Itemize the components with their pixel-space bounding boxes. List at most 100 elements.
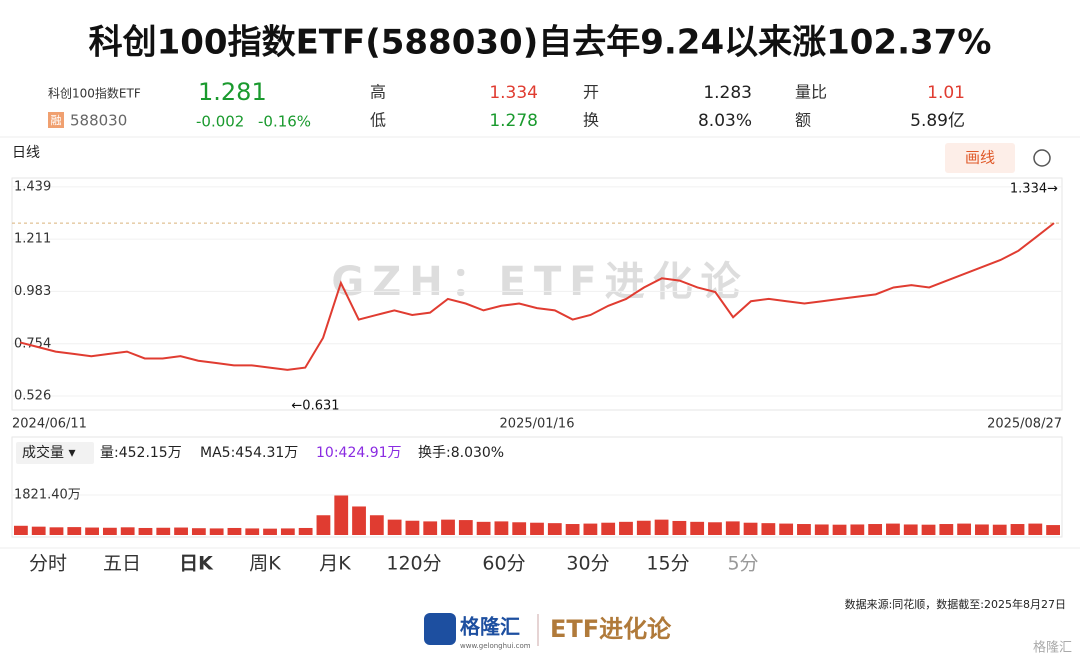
y-tick-label: 0.983 — [14, 284, 51, 299]
volume-bar — [263, 528, 277, 535]
field-value: 1.334 — [489, 83, 538, 103]
volume-bar — [352, 506, 366, 535]
volume-bar — [387, 519, 402, 535]
volume-bar — [850, 524, 865, 535]
volume-bar — [334, 495, 349, 535]
volume-bar — [1010, 524, 1025, 535]
volume-bar — [423, 521, 438, 535]
volume-bar — [583, 523, 598, 535]
volume-bar — [245, 528, 260, 535]
field-value: 1.278 — [489, 111, 538, 131]
volume-bar — [14, 525, 28, 535]
field-value: 5.89亿 — [910, 111, 965, 131]
volume-bar — [690, 521, 705, 535]
change: -0.002 — [196, 113, 244, 131]
period: 日线 — [12, 145, 40, 161]
volume-bar — [832, 524, 847, 535]
volume-bar — [886, 523, 900, 535]
tab[interactable]: 30分 — [566, 553, 609, 575]
volume-bar — [992, 524, 1007, 535]
volume-bar — [405, 520, 420, 535]
change-pct: -0.16% — [258, 113, 311, 131]
volume-frame — [11, 436, 1063, 538]
volume-bar — [209, 528, 224, 535]
volume-bar — [298, 527, 313, 535]
field-label: 高 — [370, 83, 386, 102]
volume-bar — [191, 528, 206, 535]
code: 588030 — [70, 112, 127, 130]
corner-mark: 格隆汇 — [1033, 640, 1072, 656]
field-label: 量比 — [795, 83, 827, 102]
logo: 格隆汇 — [460, 615, 520, 639]
tab[interactable]: 日K — [179, 553, 214, 575]
volume-bar — [102, 527, 117, 535]
x-tick-label: 2025/08/27 — [987, 417, 1062, 432]
plot-frame — [11, 177, 1063, 411]
settings-icon[interactable] — [1033, 149, 1051, 167]
volume-bar — [565, 524, 580, 535]
volume-bar — [903, 524, 918, 535]
y-tick-label: 0.526 — [14, 389, 51, 404]
tab[interactable]: 60分 — [482, 553, 525, 575]
volume-bar — [1046, 525, 1060, 535]
tab[interactable]: 分时 — [29, 553, 67, 575]
volume-legend[interactable]: 成交量 ▾ — [22, 444, 75, 461]
draw-button-label[interactable]: 画线 — [965, 149, 995, 167]
volume-bar — [708, 522, 722, 535]
volume-bar — [636, 520, 651, 535]
volume-bar — [530, 522, 544, 535]
volume-bar — [547, 523, 562, 535]
volume-selector[interactable] — [16, 442, 94, 464]
tab[interactable]: 120分 — [386, 553, 441, 575]
volume-bar — [49, 527, 64, 535]
draw-button[interactable] — [945, 143, 1015, 173]
volume-bar — [939, 524, 954, 535]
volume-bar — [957, 523, 972, 535]
volume-legend: 10:424.91万 — [316, 445, 402, 461]
volume-bar — [868, 524, 883, 535]
volume-bar — [619, 521, 633, 535]
volume-bar — [672, 520, 687, 535]
field-label: 额 — [795, 111, 811, 130]
volume-bar — [280, 528, 295, 535]
volume-legend: MA5:454.31万 — [200, 445, 298, 461]
price-line — [19, 222, 1055, 371]
brand: ETF进化论 — [550, 615, 672, 643]
field-value: 8.03% — [698, 111, 752, 131]
volume-bar — [174, 527, 188, 535]
tab[interactable]: 15分 — [646, 553, 689, 575]
etf-name: 科创100指数ETF — [48, 86, 141, 101]
volume-bar — [67, 527, 82, 535]
volume-bar — [138, 527, 153, 535]
volume-bar — [85, 527, 99, 535]
volume-bar — [494, 521, 509, 535]
price: 1.281 — [198, 78, 267, 106]
volume-legend: 量:452.15万 — [100, 445, 182, 461]
volume-bar — [441, 519, 455, 535]
volume-legend: 换手:8.030% — [418, 444, 504, 461]
tab[interactable]: 5分 — [727, 553, 758, 575]
tab[interactable]: 周K — [249, 553, 281, 575]
x-tick-label: 2025/01/16 — [500, 417, 575, 432]
field-label: 低 — [370, 111, 386, 130]
field-label: 开 — [583, 83, 599, 102]
annotation: 1.334→ — [1010, 182, 1058, 197]
volume-bar — [975, 524, 989, 535]
site: www.gelonghui.com — [460, 642, 531, 650]
volume-bar — [725, 521, 740, 535]
volume-bar — [797, 524, 811, 535]
logo-icon — [424, 613, 456, 645]
volume-bar — [369, 515, 384, 535]
tab[interactable]: 五日 — [103, 553, 141, 575]
field-value: 1.283 — [703, 83, 752, 103]
volume-bar — [1028, 523, 1043, 535]
title: 科创100指数ETF(588030)自去年9.24以来涨102.37% — [89, 23, 992, 63]
tab[interactable]: 月K — [319, 553, 351, 575]
field-value: 1.01 — [927, 83, 965, 103]
watermark: GZH：ETF进化论 — [331, 259, 748, 305]
volume-bar — [476, 521, 491, 535]
volume-bar — [654, 519, 669, 535]
volume-bar — [743, 522, 758, 535]
